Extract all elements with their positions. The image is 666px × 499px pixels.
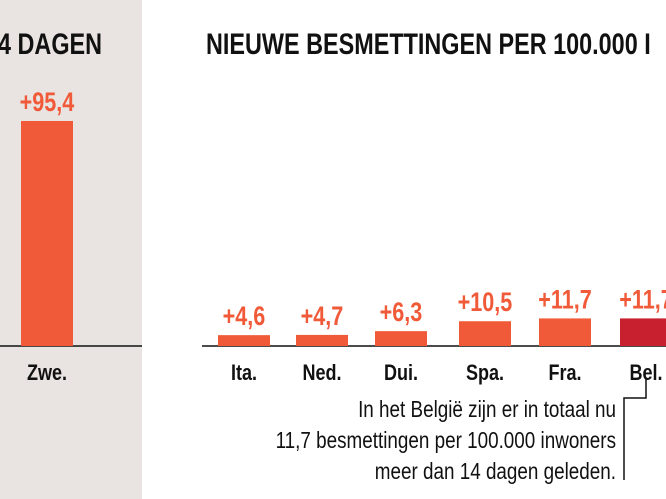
category-label-ned: Ned. [302,361,341,385]
bar-ita [218,335,270,346]
bar-dui [375,331,427,346]
chart-title: NIEUWE BESMETTINGEN PER 100.000 I [206,28,651,61]
value-label-zwe: +95,4 [20,88,75,118]
annotation-text: In het België zijn er in totaal nu 11,7 … [196,394,616,487]
bar-spa [459,321,511,346]
annotation-bracket [623,378,647,480]
value-label-bel: +11,7 [619,285,666,315]
category-label-zwe: Zwe. [27,361,67,385]
annotation-line-3: meer dan 14 dagen geleden. [374,458,616,484]
value-label-dui: +6,3 [380,298,423,328]
annotation-line-1: In het België zijn er in totaal nu [358,396,616,422]
bar-bel [620,318,666,346]
category-label-fra: Fra. [548,361,581,385]
bar-fra [539,318,591,346]
value-label-fra: +11,7 [538,285,591,315]
annotation-line-2: 11,7 besmettingen per 100.000 inwoners [275,427,616,453]
category-label-spa: Spa. [466,361,504,385]
bar-zwe [21,121,73,346]
bar-ned [296,334,348,346]
value-label-spa: +10,5 [458,288,513,318]
category-label-dui: Dui. [384,361,418,385]
category-label-ita: Ita. [231,361,257,385]
value-label-ita: +4,6 [223,302,266,332]
left-chart-title: 4 DAGEN [0,28,103,61]
value-label-ned: +4,7 [301,302,344,332]
